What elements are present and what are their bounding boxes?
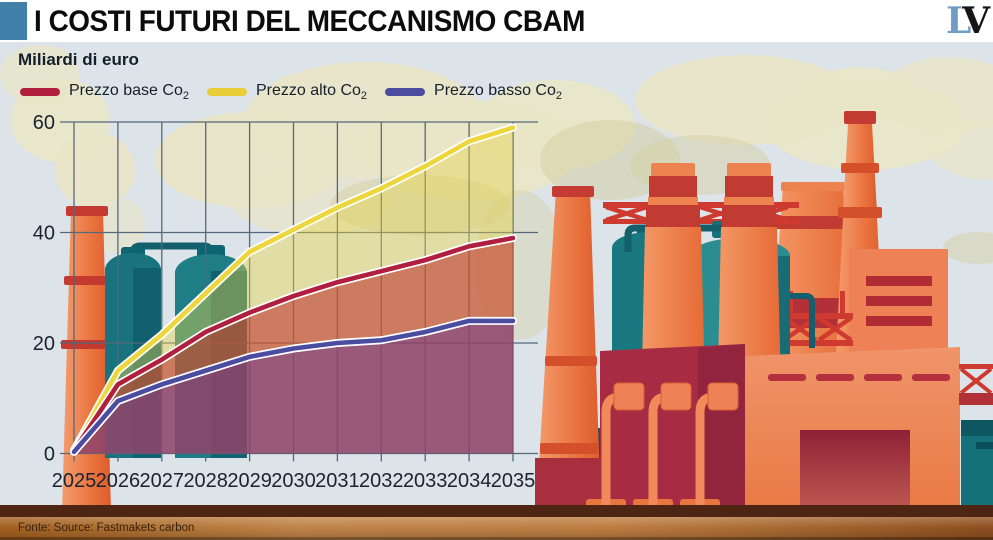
- brand-accent-square: [0, 2, 27, 40]
- chart-legend: Prezzo base Co2 Prezzo alto Co2 Prezzo bas…: [20, 82, 562, 102]
- y-axis-label: 20: [33, 333, 55, 355]
- left-chimney: [61, 206, 111, 511]
- legend-label-subscript: 2: [555, 90, 562, 103]
- factory-plant: [535, 111, 993, 512]
- tall-chimney: [836, 111, 884, 355]
- x-axis-label: 2028: [183, 470, 228, 492]
- cooling-tower-rear: [768, 182, 861, 430]
- lattice-truss: [603, 202, 799, 224]
- line-casing-0: [70, 123, 517, 455]
- legend-swatch: [385, 88, 426, 97]
- x-axis-label: 2029: [227, 470, 272, 492]
- legend-label-subscript: 2: [360, 90, 368, 103]
- teal-pipe: [606, 428, 613, 512]
- lattice-small: [781, 291, 853, 346]
- title-bar: I COSTI FUTURI DEL MECCANISMO CBAM LV: [0, 0, 993, 42]
- x-axis-label: 2032: [359, 470, 404, 492]
- slat-building: [849, 249, 948, 355]
- logo-letter-v: V: [962, 0, 990, 42]
- pipe-assemblies: [586, 382, 739, 511]
- legend-label: Prezzo base Co2: [69, 82, 189, 103]
- chart-unit-label: Miliardi di euro: [18, 50, 139, 69]
- right-edge-structures: [959, 364, 993, 511]
- line-series-1: [71, 235, 516, 454]
- footer-bar: Fonte: Source: Fastmakets carbon: [0, 505, 993, 540]
- x-axis-label: 2026: [96, 470, 141, 492]
- logo-letter-l: L: [946, 0, 967, 42]
- legend-label: Prezzo basso Co2: [434, 82, 562, 103]
- legend-item-0: Prezzo base Co2: [20, 82, 189, 102]
- legend-label: Prezzo alto Co2: [255, 82, 368, 103]
- x-axis-label: 2027: [140, 470, 185, 492]
- legend-item-2: Prezzo basso Co2: [385, 82, 562, 102]
- x-axis-label: 2025: [52, 470, 97, 492]
- y-axis-label: 60: [33, 112, 55, 134]
- source-bar: Fonte: Source: Fastmakets carbon: [0, 517, 993, 540]
- line-casing-2: [70, 316, 517, 456]
- line-series-2: [71, 318, 516, 455]
- ground-strip: [0, 505, 993, 517]
- page-title: I COSTI FUTURI DEL MECCANISMO CBAM: [34, 5, 585, 38]
- red-building: [600, 344, 745, 511]
- orange-hall: [745, 347, 960, 511]
- lv-logo: LV: [946, 0, 990, 42]
- y-axis-label: 0: [44, 444, 55, 466]
- cooling-tower-2: [715, 163, 784, 511]
- x-axis-label: 2031: [315, 470, 360, 492]
- area-series-2: [74, 320, 513, 454]
- teal-pipe: [597, 428, 604, 512]
- hall-door: [800, 430, 910, 511]
- source-text: Fonte: Source: Fastmakets carbon: [18, 522, 195, 534]
- front-chimney: [535, 186, 601, 511]
- area-series-1: [74, 238, 513, 454]
- legend-swatch: [20, 88, 60, 97]
- legend-label-subscript: 2: [182, 90, 189, 103]
- area-series-0: [74, 127, 513, 454]
- legend-swatch: [206, 88, 247, 97]
- storage-tanks-left: [105, 242, 247, 458]
- line-series-0: [71, 125, 516, 453]
- x-axis-label: 2034: [447, 470, 492, 492]
- x-axis-label: 2033: [403, 470, 448, 492]
- legend-item-1: Prezzo alto Co2: [206, 82, 368, 103]
- line-casing-1: [70, 234, 517, 455]
- storage-tanks-center: [612, 221, 815, 366]
- x-axis-label: 2035: [491, 470, 536, 492]
- y-axis-label: 40: [33, 223, 55, 245]
- cooling-tower-1: [639, 163, 708, 511]
- x-axis-label: 2030: [271, 470, 316, 492]
